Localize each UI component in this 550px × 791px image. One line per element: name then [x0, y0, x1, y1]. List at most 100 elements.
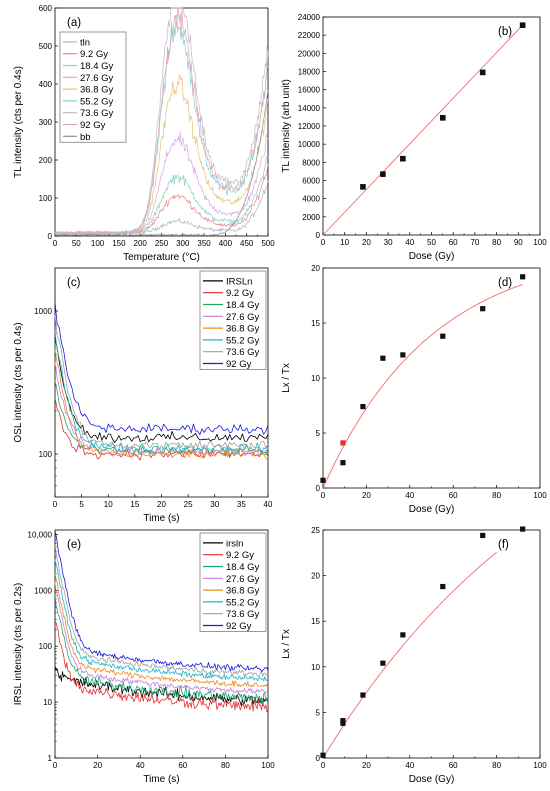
legend-label: 92 Gy: [80, 120, 106, 131]
legend-label: 27.6 Gy: [226, 574, 260, 585]
y-tick-label: 1000: [34, 307, 52, 316]
y-tick-label: 16000: [298, 86, 321, 95]
y-tick-label: 6000: [302, 177, 320, 186]
legend-label: 73.6 Gy: [226, 347, 260, 358]
x-tick-label: 80: [492, 491, 501, 500]
data-point: [439, 115, 446, 121]
x-tick-label: 250: [155, 239, 169, 248]
legend-label: 9.2 Gy: [80, 49, 108, 60]
y-tick-label: 10: [43, 698, 52, 707]
panel-label: (f): [498, 539, 509, 551]
x-tick-label: 300: [176, 239, 190, 248]
series-line: [54, 559, 269, 682]
x-tick-label: 20: [93, 761, 102, 770]
legend-label: 55.2 Gy: [226, 335, 260, 346]
legend-box: [59, 31, 127, 143]
legend-label: IRSLn: [226, 276, 252, 287]
x-tick-label: 500: [261, 239, 275, 248]
data-point: [400, 352, 406, 358]
series-line: [54, 594, 269, 704]
x-tick-label: 40: [405, 761, 414, 770]
x-tick-label: 450: [240, 239, 254, 248]
y-tick-label: 20: [311, 264, 320, 273]
y-tick-label: 100: [39, 194, 53, 203]
x-tick-label: 100: [533, 761, 547, 770]
legend-label: bb: [80, 132, 91, 143]
y-tick-label: 10: [311, 663, 320, 672]
panel-5-axes: 0 20 40 60 80 100 0 5 10 15 20 25 Dose (Gy) Lx / Tx (f…: [281, 526, 547, 785]
fit-curve: [322, 551, 497, 759]
y-tick-label: 200: [39, 156, 53, 165]
series-line: [54, 337, 269, 443]
series-line: [54, 362, 269, 457]
x-axis-label: Temperature (°C): [123, 252, 200, 263]
x-tick-label: 40: [405, 238, 414, 247]
x-tick-label: 80: [221, 761, 230, 770]
data-point: [440, 583, 446, 590]
legend-label: 36.8 Gy: [226, 324, 260, 335]
x-tick-label: 80: [492, 761, 501, 770]
x-axis-label: Dose (Gy): [409, 774, 455, 785]
x-tick-label: 20: [157, 500, 166, 509]
plot-frame: [322, 16, 541, 236]
y-tick-label: 600: [39, 4, 53, 13]
legend-label: 18.4 Gy: [80, 61, 114, 72]
data-point: [340, 460, 346, 466]
series-line: [54, 301, 269, 436]
x-tick-label: 20: [362, 238, 371, 247]
legend-label: 18.4 Gy: [226, 562, 260, 573]
legend-label: 92 Gy: [226, 359, 252, 370]
recycled-point: [340, 440, 346, 446]
x-tick-label: 60: [449, 761, 458, 770]
x-tick-label: 0: [321, 238, 326, 247]
y-tick-label: 18000: [298, 68, 321, 77]
panel-3-axes: 0 20 40 60 80 100 0 5 10 15 20 Dose (Gy) Lx / Tx (d): [281, 264, 547, 515]
data-point: [400, 155, 406, 162]
legend-label: 9.2 Gy: [226, 288, 254, 299]
x-tick-label: 40: [264, 500, 273, 509]
plot-frame: [54, 529, 269, 759]
series-line: [55, 156, 269, 236]
legend-label: 55.2 Gy: [226, 597, 260, 608]
y-tick-label: 1: [48, 754, 53, 763]
x-tick-label: 0: [321, 761, 326, 770]
x-tick-label: 15: [130, 500, 139, 509]
x-axis-label: Dose (Gy): [409, 504, 455, 515]
data-point: [320, 752, 326, 758]
series-line: [54, 7, 269, 236]
data-point: [480, 306, 486, 312]
legend-label: tln: [80, 37, 90, 48]
series-line: [54, 180, 269, 236]
y-axis-label: OSL intensity (cts per 0.4s): [13, 322, 24, 442]
series-line: [54, 573, 269, 688]
panel-label: (a): [67, 17, 81, 29]
x-tick-label: 40: [405, 491, 414, 500]
legend-label: 27.6 Gy: [226, 312, 260, 323]
legend-label: 55.2 Gy: [80, 96, 114, 107]
data-point: [320, 477, 326, 483]
x-axis-label: Dose (Gy): [409, 251, 455, 262]
x-tick-label: 50: [72, 239, 81, 248]
legend-label: 36.8 Gy: [80, 85, 114, 96]
x-tick-label: 60: [449, 238, 458, 247]
y-tick-label: 15: [311, 617, 320, 626]
x-tick-label: 200: [134, 239, 148, 248]
series-line: [54, 545, 269, 677]
x-tick-label: 70: [470, 238, 479, 247]
y-tick-label: 5: [316, 708, 321, 717]
x-tick-label: 80: [492, 238, 501, 247]
fit-curve: [322, 283, 523, 489]
y-tick-label: 0: [316, 754, 321, 763]
series-line: [54, 621, 269, 713]
x-tick-label: 30: [210, 500, 219, 509]
data-point: [520, 526, 526, 532]
y-tick-label: 0: [316, 484, 321, 493]
x-tick-label: 0: [53, 761, 58, 770]
panel-label: (d): [498, 277, 512, 289]
series-line: [54, 7, 269, 236]
y-tick-label: 2000: [302, 213, 320, 222]
data-point: [380, 355, 386, 361]
